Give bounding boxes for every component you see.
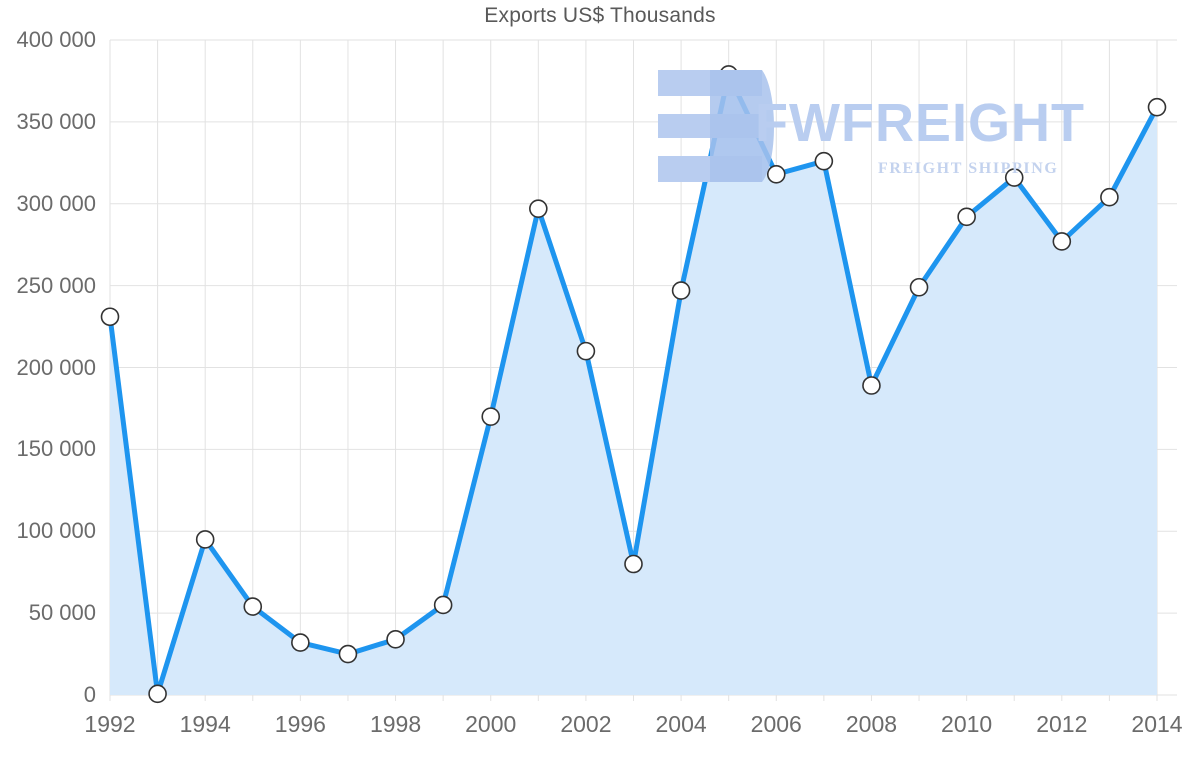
data-point-marker[interactable]: 2004: 247000 (671, 281, 691, 300)
data-point-marker[interactable]: 1998: 34000 (386, 630, 405, 649)
data-point-marker[interactable]: 2014: 359000 (1147, 97, 1167, 117)
x-axis-tick-label: 2004 (655, 711, 707, 737)
y-axis-tick-label: 300 000 (16, 190, 96, 216)
data-point-marker[interactable]: 1994: 95000 (195, 530, 215, 549)
data-point-marker[interactable]: 1999: 55000 (433, 595, 453, 615)
y-axis-tick-label: 400 000 (16, 27, 96, 52)
data-point-marker[interactable]: 2010: 292000 (957, 207, 976, 227)
data-point-marker[interactable]: 1996: 32000 (291, 633, 310, 652)
x-axis-tick-label: 2008 (845, 711, 898, 737)
data-point-marker[interactable]: 1993: 700 (148, 684, 167, 704)
x-axis-tick-label: 2006 (750, 711, 802, 737)
data-point-marker[interactable]: 2005: 379000 (719, 65, 738, 84)
data-point-marker[interactable]: 2007: 326000 (814, 151, 834, 171)
x-axis-tick-label: 2012 (1036, 711, 1088, 737)
x-axis-tick-label: 2002 (560, 711, 612, 737)
chart-title: Exports US$ Thousands (484, 4, 716, 27)
y-axis-tick-label: 100 000 (16, 518, 96, 544)
y-axis-tick-label: 200 000 (16, 354, 96, 380)
data-point-marker[interactable]: 2009: 249000 (909, 277, 929, 297)
area-fill (110, 74, 1157, 695)
data-point-marker[interactable]: 2008: 189000 (862, 376, 881, 395)
data-point-marker[interactable]: 2003: 80000 (624, 554, 643, 574)
data-point-marker[interactable]: 2001: 297000 (529, 199, 548, 218)
y-axis-tick-label: 150 000 (16, 436, 96, 462)
data-point-marker[interactable]: 2013: 304000 (1100, 187, 1119, 207)
data-point-marker[interactable]: 1992: 231000 (100, 307, 120, 327)
x-axis-tick-label: 1998 (369, 711, 422, 737)
data-point-marker[interactable]: 2012: 277000 (1052, 232, 1072, 251)
y-axis-tick-label: 0 (83, 682, 96, 707)
y-axis-tick-label: 50 000 (28, 600, 96, 626)
x-axis-tick-label: 2000 (465, 711, 517, 737)
data-point-marker[interactable]: 1995: 54000 (243, 597, 263, 616)
x-axis-tick-label: 1994 (179, 711, 231, 737)
y-axis-tick-label: 250 000 (16, 272, 96, 298)
x-axis-tick-label: 2014 (1131, 711, 1183, 737)
data-point-marker[interactable]: 2000: 170000 (481, 407, 501, 426)
data-point-marker[interactable]: 2011: 316000 (1004, 168, 1024, 187)
x-axis-tick-label: 2010 (941, 711, 993, 737)
x-axis-tick-label: 1992 (84, 711, 136, 737)
data-point-marker[interactable]: 2002: 210000 (576, 341, 596, 361)
y-axis-tick-label: 350 000 (16, 108, 96, 134)
data-point-marker[interactable]: 2006: 318000 (766, 164, 786, 184)
x-axis-tick-label: 1996 (274, 711, 326, 737)
